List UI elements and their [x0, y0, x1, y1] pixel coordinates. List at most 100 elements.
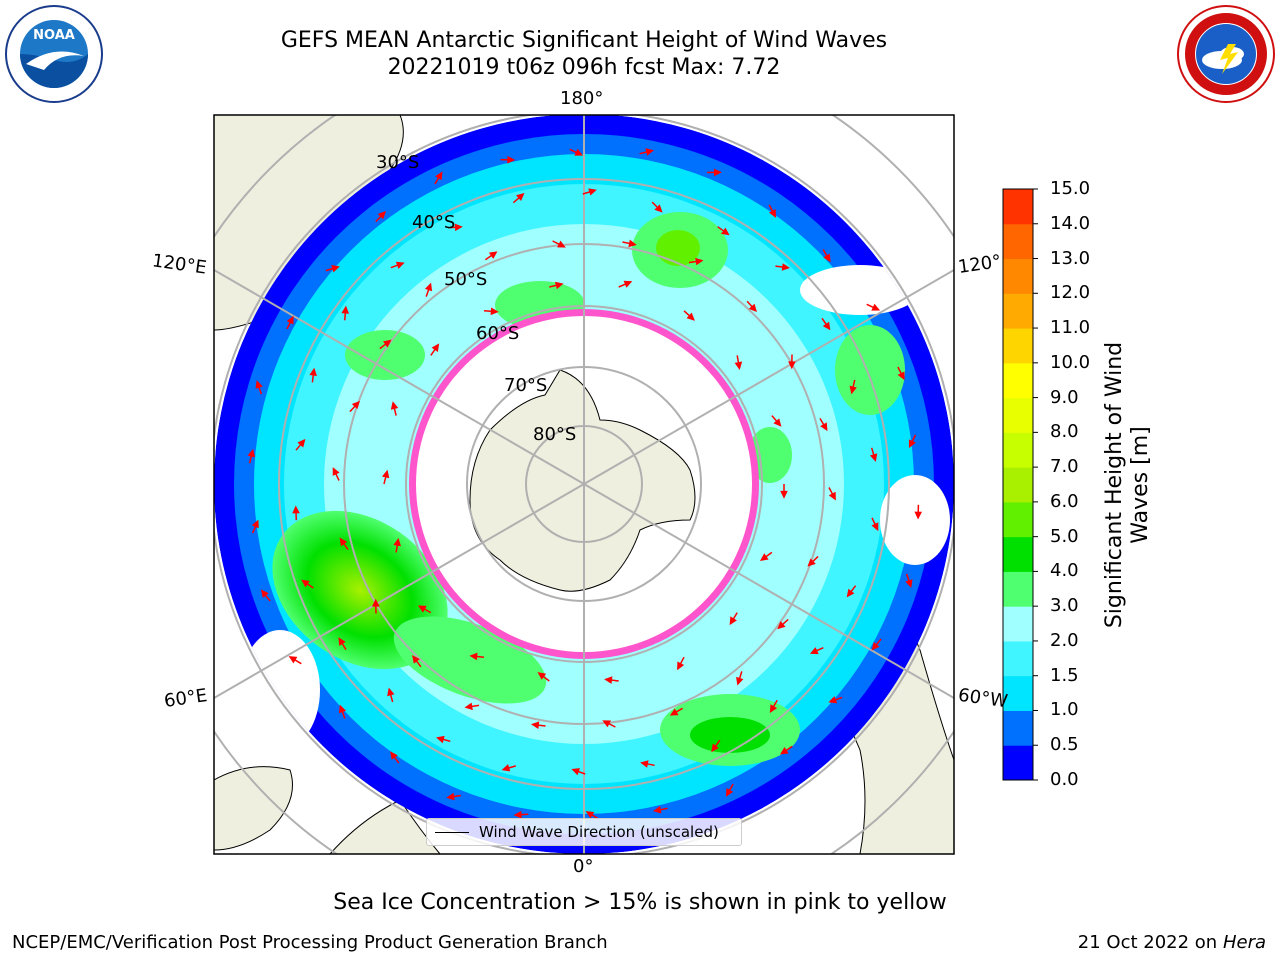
lat-label-40s: 40°S	[412, 212, 456, 233]
wave-direction-arrowhead	[602, 720, 612, 728]
colorbar-swatch	[1003, 397, 1033, 433]
colorbar-swatch	[1003, 745, 1033, 781]
map-frame	[213, 114, 955, 855]
footer-left: NCEP/EMC/Verification Post Processing Pr…	[12, 932, 608, 953]
wave-direction-arrowhead	[390, 401, 399, 410]
wave-direction-arrowhead	[574, 148, 584, 156]
map-title: GEFS MEAN Antarctic Significant Height o…	[280, 28, 888, 53]
wave-direction-arrowhead	[628, 239, 637, 248]
colorbar-swatch	[1003, 536, 1033, 572]
colorbar-swatch	[1003, 606, 1033, 642]
wave-direction-arrowhead	[779, 746, 789, 755]
wave-direction-arrowhead	[501, 764, 511, 772]
lat-label-30s: 30°S	[376, 152, 420, 173]
wave-direction-arrowhead	[554, 281, 564, 290]
colorbar-tick-label: 4.0	[1050, 560, 1079, 582]
colorbar-swatch	[1003, 432, 1033, 468]
wave-direction-arrowhead	[686, 312, 695, 321]
wave-direction-arrowhead	[288, 656, 298, 664]
colorbar-tick-label: 12.0	[1050, 282, 1091, 304]
colorbar-tick-label: 1.0	[1050, 699, 1079, 721]
wave-direction-arrowhead	[412, 654, 420, 664]
map-subtitle: 20221019 t06z 096h fcst Max: 7.72	[387, 55, 781, 80]
wave-direction-arrowhead	[807, 558, 816, 567]
wave-direction-arrowhead	[382, 339, 392, 348]
wave-direction-arrowhead	[905, 579, 913, 588]
wave-direction-arrowhead	[788, 361, 796, 370]
wave-direction-arrowhead	[424, 282, 433, 292]
wave-direction-arrowhead	[654, 204, 663, 213]
wave-direction-arrowhead	[748, 303, 757, 313]
antarctica	[469, 369, 696, 592]
colorbar-swatch	[1003, 675, 1033, 711]
wave-direction-arrowhead	[338, 637, 346, 646]
wave-direction-arrowhead	[820, 422, 828, 432]
wave-direction-arrowhead	[464, 702, 473, 711]
colorbar-frame	[1002, 188, 1034, 781]
colorbar-tick-label: 0.0	[1050, 769, 1079, 790]
wave-direction-arrowhead	[417, 605, 427, 613]
colorbar-tick-label: 0.5	[1050, 734, 1079, 756]
colorbar-tick-label: 10.0	[1050, 351, 1091, 373]
lat-label-80s: 80°S	[533, 424, 577, 445]
wave-direction-arrowhead	[247, 448, 255, 458]
wave-direction-arrowhead	[769, 704, 778, 713]
wave-direction-arrowhead	[645, 148, 654, 156]
colorbar-title: Significant Height of Wind Waves [m]	[1102, 341, 1153, 629]
colorbar-tick-label: 9.0	[1050, 386, 1079, 408]
wave-direction-arrowhead	[431, 343, 440, 353]
wave-direction-arrowhead	[604, 676, 613, 684]
wave-direction-arrowhead	[914, 511, 923, 520]
wave-direction-arrowhead	[623, 280, 633, 288]
wave-direction-arrowhead	[309, 367, 317, 377]
wave-direction-arrowhead	[768, 209, 777, 218]
wave-direction-arrowhead	[871, 303, 881, 311]
wave-direction-arrowhead	[377, 210, 387, 220]
lat-label-60s: 60°S	[476, 323, 520, 344]
footer-right: 21 Oct 2022 on Hera	[1078, 932, 1266, 953]
wave-direction-arrowhead	[809, 647, 819, 655]
lon-label-180: 180°	[560, 88, 604, 109]
wave-direction-arrowhead	[711, 743, 719, 753]
wave-direction-arrowhead	[871, 522, 879, 532]
wave-direction-arrowhead	[469, 652, 478, 661]
wave-direction-arrowhead	[488, 251, 498, 259]
wave-direction-arrowhead	[332, 467, 340, 476]
wave-direction-arrowhead	[341, 305, 350, 314]
wave-direction-arrowhead	[516, 192, 525, 201]
colorbar-swatch	[1003, 258, 1033, 294]
colorbar-swatch	[1003, 189, 1033, 225]
wave-direction-arrowhead	[331, 265, 340, 273]
graticule	[214, 115, 954, 854]
wave-direction-arrowhead	[773, 418, 782, 427]
colorbar-swatch	[1003, 467, 1033, 503]
colorbar-swatch	[1003, 501, 1033, 538]
wave-direction-arrowhead	[588, 188, 597, 196]
colorbar-tick-label: 7.0	[1050, 456, 1079, 478]
colorbar-tick-label: 13.0	[1050, 247, 1091, 269]
wave-direction-arrowhead	[585, 811, 595, 819]
colorbar-swatch	[1003, 571, 1033, 607]
colorbar-swatch	[1003, 293, 1033, 329]
wave-direction-arrowhead	[435, 171, 443, 181]
wave-direction-arrowhead	[780, 490, 788, 499]
wave-direction-arrowhead	[849, 385, 857, 395]
sea-ice-caption: Sea Ice Concentration > 15% is shown in …	[333, 890, 947, 915]
wave-direction-arrowhead	[301, 579, 310, 588]
wave-direction-arrowhead	[255, 380, 263, 389]
wave-direction-arrowhead	[908, 439, 916, 449]
wave-direction-arrowhead	[292, 505, 300, 514]
map-legend: Wind Wave Direction (unscaled)	[426, 818, 742, 846]
wave-direction-arrowhead	[720, 227, 730, 236]
colorbar-tick-label: 5.0	[1050, 525, 1079, 547]
wave-direction-arrowhead	[846, 588, 855, 598]
lon-label-0: 0°	[573, 856, 594, 877]
wave-direction-arrowhead	[530, 721, 540, 729]
wave-direction-arrowhead	[390, 751, 398, 760]
footer-date: 21 Oct 2022 on	[1077, 932, 1223, 953]
footer-host: Hera	[1222, 932, 1266, 953]
wave-direction-arrowhead	[557, 240, 566, 248]
colorbar-tick-label: 6.0	[1050, 490, 1079, 512]
legend-label: Wind Wave Direction (unscaled)	[479, 823, 719, 841]
